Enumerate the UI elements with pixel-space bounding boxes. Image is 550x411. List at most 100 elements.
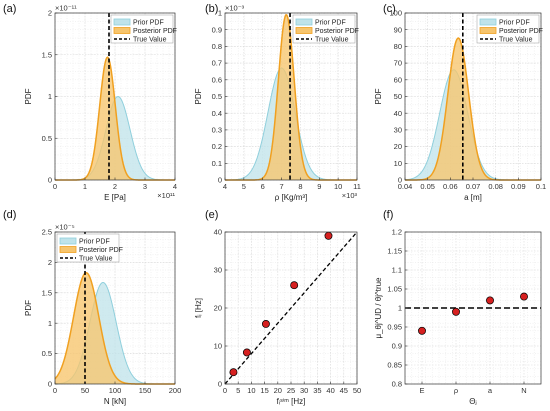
y-axis-label: PDF <box>24 300 33 316</box>
legend-label: True Value <box>133 37 167 44</box>
y-tick-label: 0.7 <box>212 59 222 68</box>
x-tick-label: 2 <box>113 182 117 191</box>
x-tick-label: 4 <box>223 182 227 191</box>
y-tick-label: 0.5 <box>42 134 52 143</box>
y-tick-label: 0 <box>218 176 222 185</box>
x-tick-label: 0 <box>223 386 227 395</box>
x-tick-label: 0.09 <box>511 182 526 191</box>
x-tick-label: 9 <box>317 182 321 191</box>
y-exponent-label: ×10⁻³ <box>225 4 245 13</box>
legend-label: Prior PDF <box>499 20 530 27</box>
x-tick-label: 200 <box>169 386 182 395</box>
y-tick-label: 2 <box>48 9 52 18</box>
legend-label: True Value <box>79 256 113 263</box>
y-tick-label: 1 <box>48 319 52 328</box>
y-tick-label: 0 <box>398 176 402 185</box>
panel-letter: (f) <box>383 209 393 221</box>
prior-legend-swatch <box>295 18 313 26</box>
x-axis-label: a [m] <box>464 193 482 202</box>
x-tick-label: 25 <box>287 386 295 395</box>
x-tick-label: N <box>521 386 526 395</box>
x-tick-label: 7 <box>279 182 283 191</box>
x-tick-label: 0 <box>53 182 57 191</box>
panel-letter: (c) <box>383 3 396 15</box>
panel-letter: (e) <box>205 209 218 221</box>
x-tick-label: 10 <box>334 182 342 191</box>
data-point <box>452 307 460 316</box>
y-tick-label: 20 <box>214 304 222 313</box>
y-axis-label: fᵢ [Hz] <box>194 298 203 318</box>
y-tick-label: 10 <box>394 159 402 168</box>
y-tick-label: 10 <box>214 342 222 351</box>
x-tick-label: 1 <box>83 182 87 191</box>
panel-b: (b) 4 5 6 7 8 9 10 11 0 0.1 0.2 0.3 0.4 0.5 0.6 0.7 0.8 0.… <box>194 3 361 202</box>
x-tick-label: a <box>488 386 493 395</box>
panel-f: (f) E ρ a N 0.8 0.85 0.9 0.95 1 1.05 1.1 1.15 1.2 Θⱼ μ_… <box>374 209 542 406</box>
x-axis-label: E [Pa] <box>104 193 126 202</box>
panel-letter: (d) <box>3 209 16 221</box>
y-tick-label: 2.5 <box>42 228 52 237</box>
prior-legend-swatch <box>479 18 497 26</box>
y-axis-label: PDF <box>24 88 33 104</box>
y-tick-label: 0 <box>218 380 222 389</box>
posterior-legend-swatch <box>295 27 313 34</box>
x-exponent-label: ×10¹¹ <box>157 191 175 200</box>
legend-label: Prior PDF <box>133 20 164 27</box>
data-point <box>418 326 426 335</box>
legend-label: Prior PDF <box>79 239 110 246</box>
x-tick-label: 150 <box>139 386 152 395</box>
x-tick-label: 100 <box>109 386 122 395</box>
x-tick-label: 0.1 <box>536 182 546 191</box>
y-tick-label: 0.3 <box>212 126 222 135</box>
y-tick-label: 1 <box>218 9 222 18</box>
legend-label: Posterior PDF <box>315 28 359 35</box>
posterior-legend-swatch <box>113 27 131 34</box>
y-tick-label: 0.8 <box>212 42 222 51</box>
x-tick-label: 35 <box>313 386 321 395</box>
x-tick-label: 0.04 <box>398 182 413 191</box>
x-axis-label: Θⱼ <box>469 397 477 406</box>
panel-letter: (a) <box>3 3 16 15</box>
posterior-legend-swatch <box>59 246 77 253</box>
x-axis-label: fᵢˢⁱᵐ [Hz] <box>277 397 306 406</box>
y-tick-label: 0.95 <box>387 323 402 332</box>
x-tick-label: 8 <box>298 182 302 191</box>
x-tick-label: 0.06 <box>443 182 458 191</box>
data-point <box>242 348 251 357</box>
posterior-pdf-area <box>405 38 541 180</box>
y-exponent-label: ×10⁻⁵ <box>55 223 75 232</box>
panel-c: (c) 0.04 0.05 0.06 0.07 0.08 0.09 0.1 0 10 20 30 40 5… <box>374 3 546 202</box>
x-tick-label: 0.07 <box>466 182 481 191</box>
prior-legend-swatch <box>113 18 131 26</box>
y-tick-label: 1 <box>48 92 52 101</box>
y-tick-label: 20 <box>394 142 402 151</box>
x-tick-label: ρ <box>454 386 458 395</box>
legend-label: Posterior PDF <box>133 28 177 35</box>
prior-legend-swatch <box>59 237 77 245</box>
y-tick-label: 0.5 <box>42 349 52 358</box>
y-tick-label: 1.5 <box>42 288 52 297</box>
x-tick-label: 0.08 <box>488 182 503 191</box>
legend-label: Posterior PDF <box>499 28 543 35</box>
legend-label: Prior PDF <box>315 20 346 27</box>
y-tick-label: 0.4 <box>212 109 222 118</box>
x-tick-label: 20 <box>274 386 282 395</box>
y-tick-label: 100 <box>389 9 402 18</box>
y-axis-label: PDF <box>374 88 383 104</box>
x-exponent-label: ×10³ <box>342 191 358 200</box>
y-tick-label: 1.05 <box>387 285 402 294</box>
y-tick-label: 0.85 <box>387 361 402 370</box>
y-tick-label: 0.5 <box>212 92 222 101</box>
x-tick-label: 5 <box>236 386 240 395</box>
x-tick-label: 4 <box>173 182 177 191</box>
x-tick-label: 10 <box>247 386 255 395</box>
data-point <box>324 231 333 240</box>
x-tick-label: 0.05 <box>420 182 435 191</box>
data-point <box>520 292 528 301</box>
